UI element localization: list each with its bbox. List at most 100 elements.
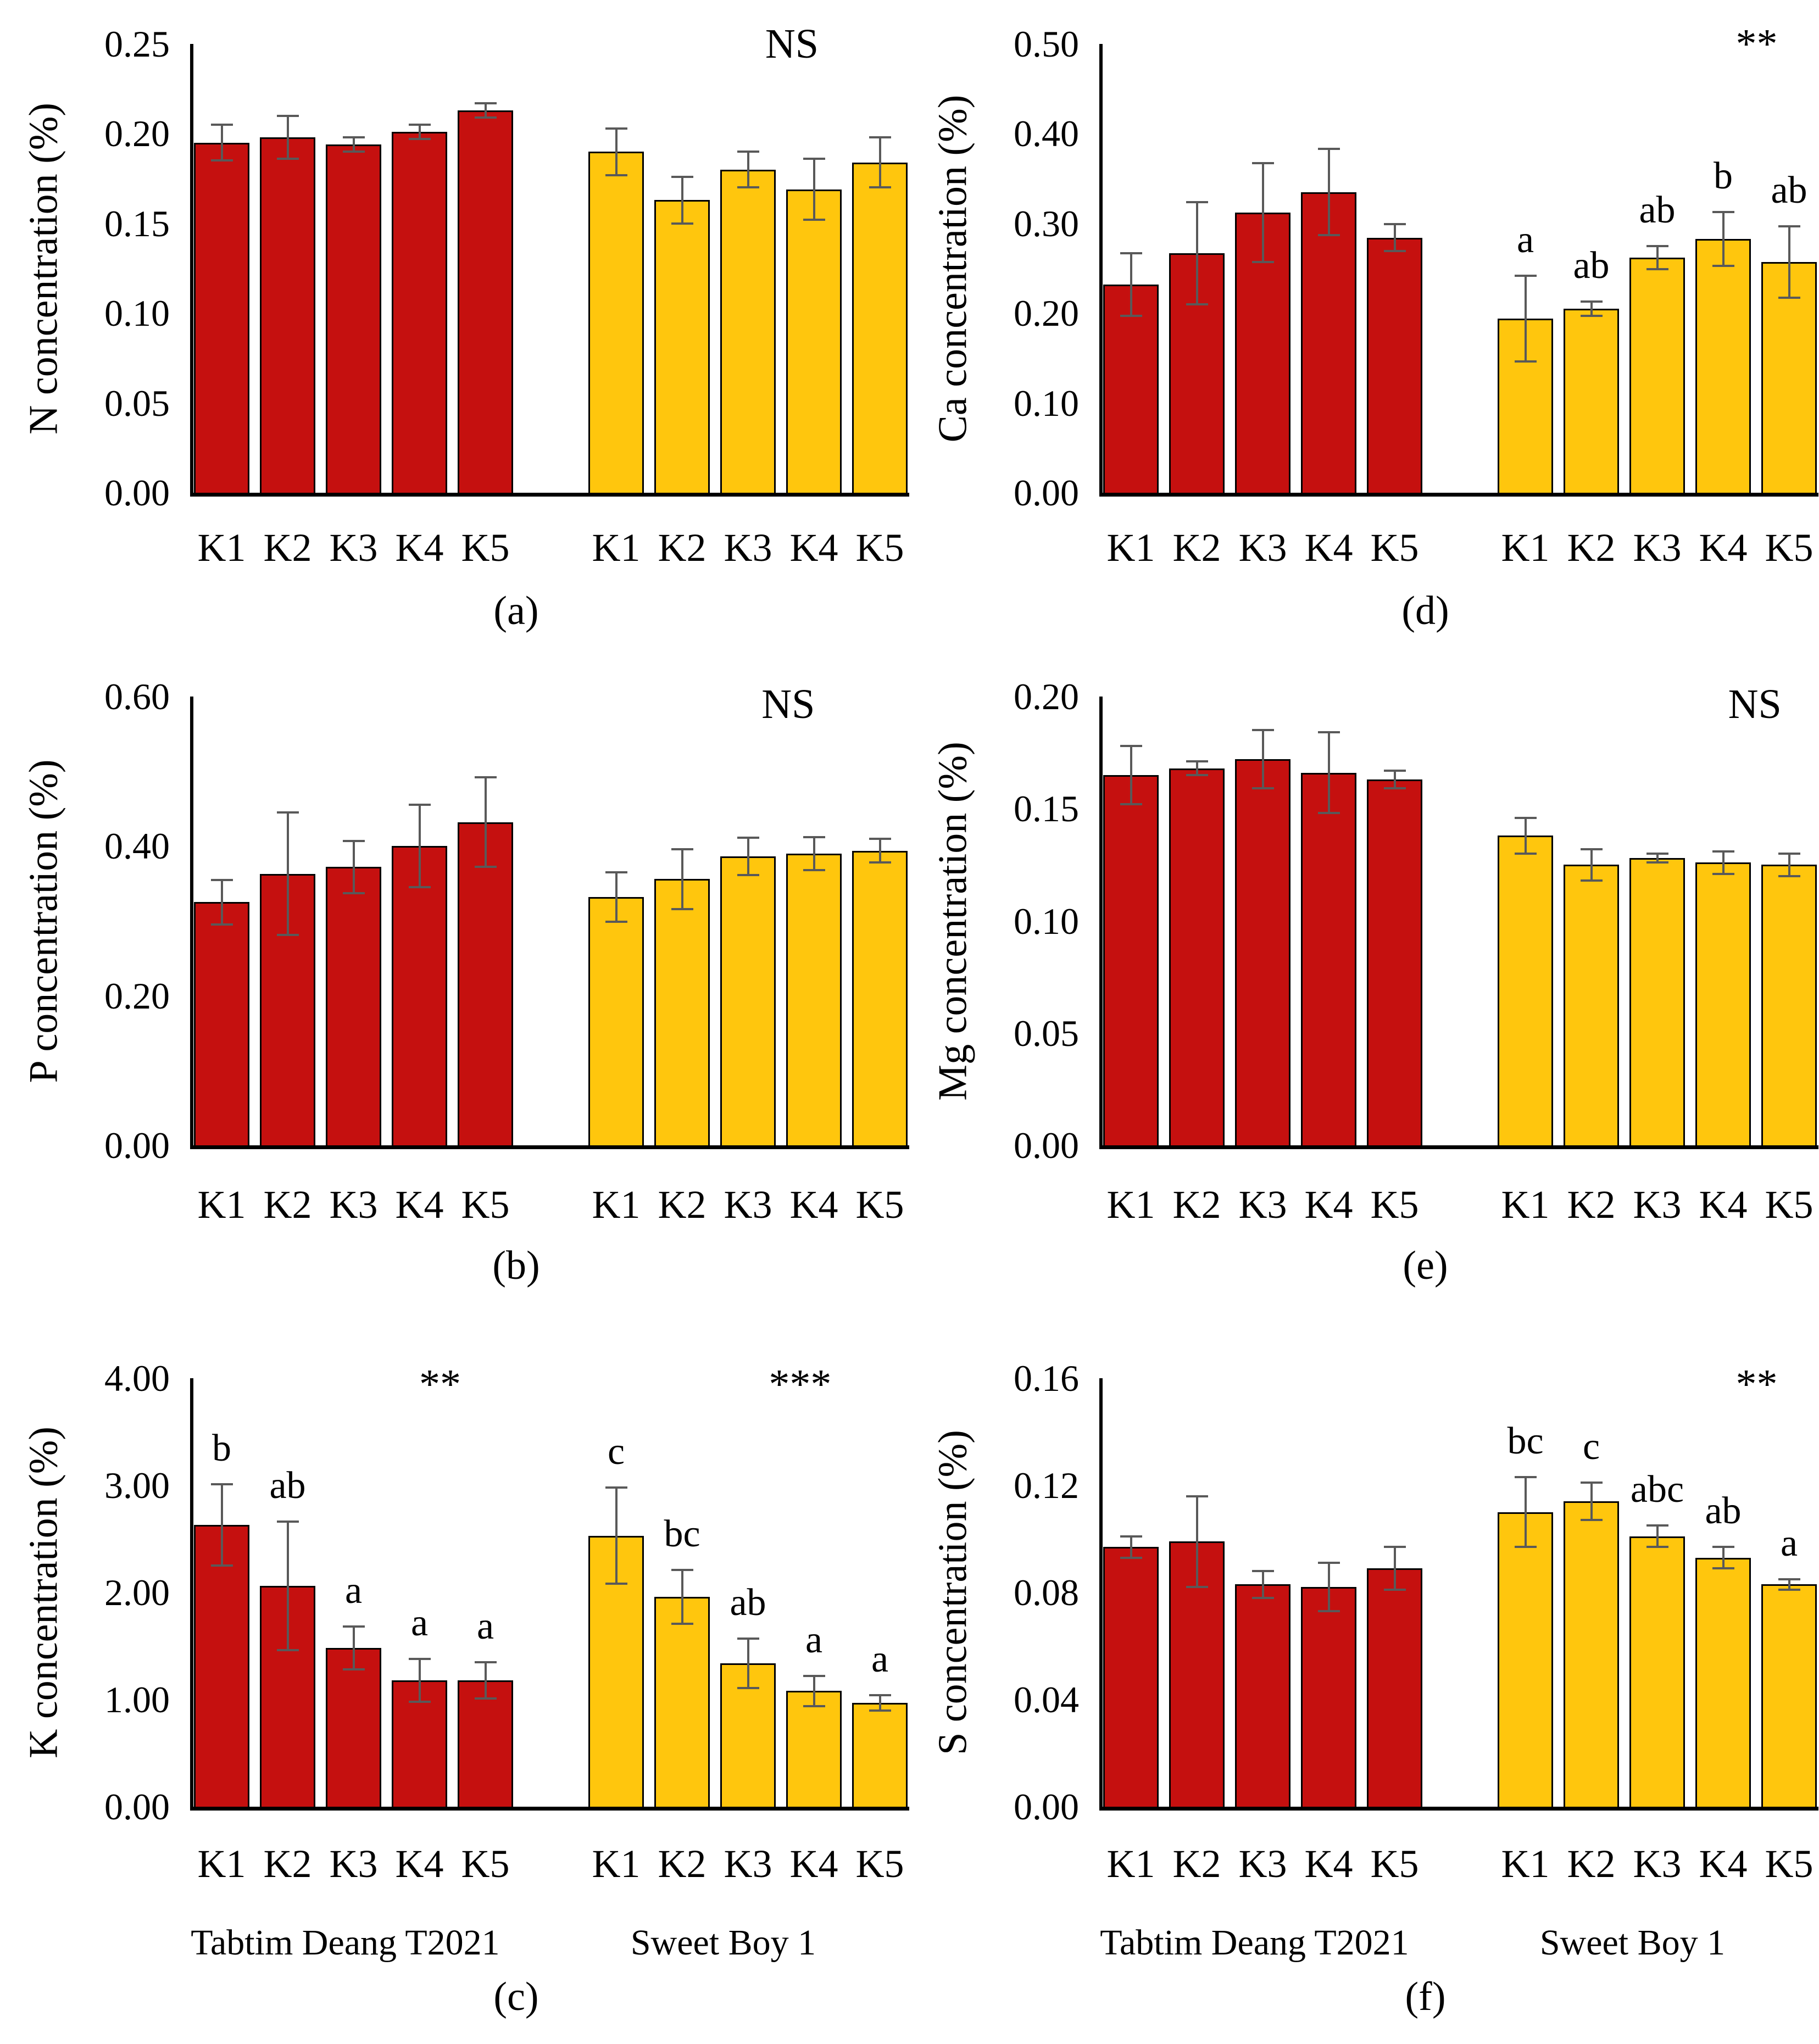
y-axis-line bbox=[190, 44, 193, 496]
bar-K4-sweet-boy bbox=[786, 189, 842, 494]
y-axis-title: P concentration (%) bbox=[21, 759, 66, 1083]
x-tick-label: K5 bbox=[1370, 1183, 1419, 1227]
error-bar bbox=[1656, 246, 1659, 270]
error-bar-cap-top bbox=[1120, 252, 1142, 254]
error-bar bbox=[1590, 301, 1593, 316]
bar-K2-sweet-boy bbox=[654, 879, 710, 1147]
error-bar-cap-top bbox=[1580, 1482, 1603, 1484]
significance-letter: a bbox=[344, 1569, 363, 1612]
error-bar-cap-bottom bbox=[671, 222, 693, 225]
error-bar-cap-bottom bbox=[1317, 1610, 1340, 1613]
error-bar-cap-bottom bbox=[1712, 264, 1734, 267]
y-tick-label: 0.04 bbox=[1014, 1679, 1079, 1720]
y-axis-line bbox=[1099, 1378, 1103, 1810]
error-bar-cap-bottom bbox=[1317, 812, 1340, 815]
error-bar bbox=[813, 1676, 815, 1706]
error-bar-cap-bottom bbox=[1514, 1546, 1537, 1549]
significance-letter: ab bbox=[1573, 244, 1610, 287]
bar-K2-sweet-boy bbox=[1564, 1501, 1619, 1808]
y-tick-label: 0.00 bbox=[104, 1786, 170, 1828]
error-bar-cap-top bbox=[671, 848, 693, 850]
bar-K3-sweet-boy bbox=[1629, 1536, 1685, 1808]
error-bar bbox=[878, 838, 881, 863]
y-tick-label: 0.16 bbox=[1014, 1357, 1079, 1399]
x-tick-label: K1 bbox=[1501, 1842, 1550, 1886]
error-bar-cap-bottom bbox=[1383, 1589, 1406, 1591]
x-tick-label: K3 bbox=[724, 1183, 772, 1227]
error-bar-cap-top bbox=[1317, 1562, 1340, 1564]
y-tick-label: 0.00 bbox=[1014, 1786, 1079, 1828]
error-bar-cap-bottom bbox=[1778, 1589, 1800, 1591]
x-tick-label: K4 bbox=[789, 1183, 838, 1227]
error-bar-cap-top bbox=[1646, 852, 1668, 855]
error-bar bbox=[681, 849, 683, 909]
error-bar-cap-top bbox=[671, 175, 693, 178]
y-tick-label: 0.00 bbox=[1014, 472, 1079, 514]
x-tick-label: K4 bbox=[1304, 526, 1353, 570]
x-tick-label: K5 bbox=[855, 526, 904, 570]
bar-K3-sweet-boy bbox=[720, 856, 776, 1147]
y-tick-label: 0.50 bbox=[1014, 23, 1079, 65]
error-bar-cap-bottom bbox=[1317, 234, 1340, 237]
bar-K5-sweet-boy bbox=[1761, 1584, 1817, 1808]
error-bar-cap-top bbox=[342, 1625, 365, 1628]
error-bar-cap-top bbox=[342, 839, 365, 842]
error-bar-cap-bottom bbox=[1186, 1586, 1208, 1589]
x-tick-label: K3 bbox=[1633, 526, 1682, 570]
x-tick-label: K2 bbox=[1172, 526, 1221, 570]
error-bar-cap-top bbox=[276, 114, 299, 117]
x-tick-label: K1 bbox=[1501, 1183, 1550, 1227]
x-tick-label: K5 bbox=[461, 526, 510, 570]
y-tick-label: 0.08 bbox=[1014, 1572, 1079, 1613]
error-bar-cap-top bbox=[1186, 760, 1208, 763]
x-axis-line bbox=[1099, 1145, 1818, 1149]
significance-annotation: NS bbox=[761, 681, 815, 727]
y-axis-line bbox=[1099, 697, 1103, 1149]
error-bar-cap-top bbox=[1778, 225, 1800, 227]
error-bar-cap-bottom bbox=[1646, 268, 1668, 271]
x-tick-label: K4 bbox=[1699, 526, 1748, 570]
significance-letter: b bbox=[1714, 154, 1733, 197]
error-bar-cap-bottom bbox=[1646, 861, 1668, 864]
y-axis-line bbox=[190, 697, 193, 1149]
error-bar-cap-bottom bbox=[342, 151, 365, 153]
y-tick-label: 0.40 bbox=[104, 825, 170, 867]
significance-letter: a bbox=[476, 1605, 494, 1647]
error-bar-cap-top bbox=[1383, 769, 1406, 772]
error-bar-cap-bottom bbox=[1120, 1556, 1142, 1559]
y-tick-label: 0.20 bbox=[1014, 676, 1079, 717]
error-bar-cap-bottom bbox=[1383, 787, 1406, 790]
panel-c: K concentration (%) 0.00 1.00 2.00 3.00 4.00 b… bbox=[0, 1357, 909, 2044]
x-tick-label: K3 bbox=[329, 1842, 378, 1886]
bar-K2-sweet-boy bbox=[654, 1596, 710, 1808]
error-bar-cap-top bbox=[276, 1521, 299, 1523]
error-bar-cap-top bbox=[737, 151, 759, 153]
bar-K1-tabtim-deang bbox=[1103, 284, 1159, 494]
panel-caption: (b) bbox=[492, 1243, 540, 1288]
error-bar-cap-bottom bbox=[1580, 1519, 1603, 1522]
bar-K1-sweet-boy bbox=[588, 152, 644, 494]
error-bar-cap-top bbox=[1580, 300, 1603, 303]
panel-e: Mg concentration (%) 0.00 0.05 0.10 0.15 0.20… bbox=[909, 676, 1818, 1362]
error-bar-cap-top bbox=[803, 836, 825, 838]
error-bar bbox=[1788, 226, 1790, 298]
error-bar-cap-top bbox=[1712, 1546, 1734, 1549]
error-bar-cap-bottom bbox=[605, 1583, 627, 1585]
error-bar bbox=[1524, 1477, 1527, 1547]
significance-letter: a bbox=[1780, 1522, 1798, 1564]
significance-letter: c bbox=[607, 1430, 625, 1473]
error-bar bbox=[286, 812, 289, 935]
y-tick-label: 0.10 bbox=[1014, 900, 1079, 942]
error-bar-cap-bottom bbox=[210, 923, 233, 926]
y-tick-label: 0.25 bbox=[104, 23, 170, 65]
panel-caption: (f) bbox=[1405, 1974, 1446, 2019]
cultivar-group-label: Sweet Boy 1 bbox=[630, 1923, 816, 1963]
error-bar-cap-bottom bbox=[408, 886, 431, 889]
error-bar-cap-top bbox=[1514, 816, 1537, 819]
x-tick-label: K2 bbox=[1172, 1842, 1221, 1886]
error-bar-cap-top bbox=[869, 1694, 891, 1697]
error-bar-cap-bottom bbox=[1120, 315, 1142, 318]
error-bar-cap-top bbox=[1778, 1578, 1800, 1580]
error-bar-cap-top bbox=[474, 776, 497, 779]
error-bar bbox=[1327, 732, 1330, 814]
